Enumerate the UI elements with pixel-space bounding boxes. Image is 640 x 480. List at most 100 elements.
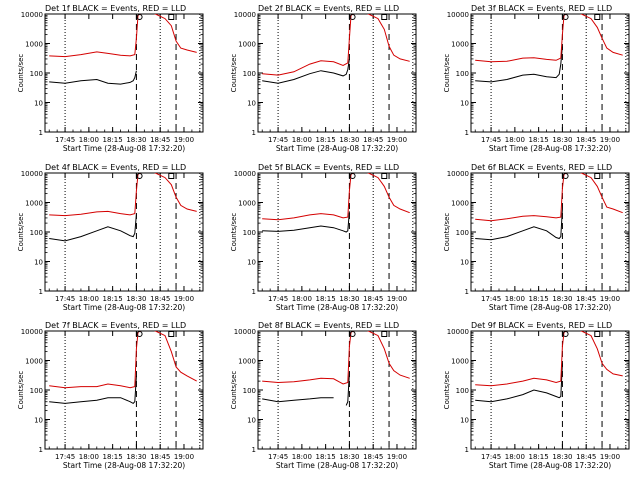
detector-panel: Det 6f BLACK = Events, RED = LLD 1 10 100 10…	[443, 163, 630, 312]
y-tick-label: 1000	[238, 41, 256, 49]
x-tick-label: 19:00	[387, 295, 407, 303]
y-axis-label: Counts/sec	[230, 54, 238, 93]
x-tick-label: 17:45	[268, 136, 288, 144]
lld-series-line	[262, 331, 410, 385]
y-tick-label: 1	[465, 129, 469, 137]
y-tick-label: 100	[30, 387, 43, 395]
lld-series-line	[475, 14, 623, 63]
y-tick-label: 10000	[447, 328, 469, 336]
y-axis-label: Counts/sec	[230, 213, 238, 252]
plot-frame	[257, 13, 417, 133]
y-tick-label: 1000	[451, 41, 469, 49]
x-tick-label: 18:15	[316, 453, 336, 461]
circle-marker	[562, 173, 569, 179]
square-marker	[594, 331, 601, 337]
x-tick-label: 19:00	[174, 295, 194, 303]
plot-frame	[470, 13, 630, 133]
y-tick-label: 10000	[447, 11, 469, 19]
plot-frame	[44, 13, 204, 133]
plot-frame	[44, 330, 204, 450]
x-tick-label: 18:45	[363, 453, 383, 461]
y-tick-label: 1	[252, 129, 256, 137]
square-marker	[168, 331, 175, 337]
y-axis-label: Counts/sec	[230, 371, 238, 410]
y-tick-label: 1000	[451, 200, 469, 208]
y-axis-label: Counts/sec	[17, 54, 25, 93]
y-tick-label: 10	[247, 100, 256, 108]
y-tick-label: 1	[39, 288, 43, 296]
y-tick-label: 10000	[21, 11, 43, 19]
square-marker	[381, 173, 388, 179]
x-tick-label: 19:00	[387, 136, 407, 144]
square-marker	[594, 173, 601, 179]
panel-title: Det 2f BLACK = Events, RED = LLD	[258, 4, 399, 13]
x-tick-label: 17:45	[268, 295, 288, 303]
y-tick-label: 100	[30, 70, 43, 78]
x-tick-label: 19:00	[600, 453, 620, 461]
x-axis-label: Start Time (28-Aug-08 17:32:20)	[489, 144, 611, 153]
x-tick-label: 17:45	[481, 136, 501, 144]
detector-panel: Det 5f BLACK = Events, RED = LLD 1 10 100 10…	[230, 163, 417, 312]
x-tick-label: 17:45	[55, 295, 75, 303]
circle-marker	[136, 331, 143, 337]
square-marker	[594, 14, 601, 20]
square-marker	[168, 14, 175, 20]
plot-frame	[257, 172, 417, 292]
x-tick-label: 18:30	[339, 136, 359, 144]
y-axis-label: Counts/sec	[443, 54, 451, 93]
y-axis-label: Counts/sec	[17, 371, 25, 410]
panel-title: Det 9f BLACK = Events, RED = LLD	[471, 321, 612, 330]
x-tick-label: 19:00	[174, 453, 194, 461]
circle-marker	[136, 14, 143, 20]
events-series-line	[262, 372, 350, 406]
x-tick-label: 17:45	[481, 453, 501, 461]
x-tick-label: 18:45	[363, 136, 383, 144]
x-tick-label: 19:00	[174, 136, 194, 144]
circle-marker	[562, 331, 569, 337]
x-tick-label: 17:45	[55, 453, 75, 461]
lld-series-line	[262, 14, 410, 76]
x-tick-label: 18:45	[150, 453, 170, 461]
y-tick-label: 10000	[21, 328, 43, 336]
circle-marker	[349, 331, 356, 337]
panel-title: Det 1f BLACK = Events, RED = LLD	[45, 4, 186, 13]
panel-title: Det 8f BLACK = Events, RED = LLD	[258, 321, 399, 330]
y-tick-label: 1	[465, 288, 469, 296]
x-tick-label: 18:00	[292, 295, 312, 303]
x-axis-label: Start Time (28-Aug-08 17:32:20)	[63, 144, 185, 153]
x-axis-label: Start Time (28-Aug-08 17:32:20)	[63, 461, 185, 470]
x-tick-label: 18:15	[103, 295, 123, 303]
x-tick-label: 19:00	[387, 453, 407, 461]
y-tick-label: 100	[243, 387, 256, 395]
y-tick-label: 10	[34, 100, 43, 108]
x-tick-label: 18:15	[529, 295, 549, 303]
x-axis-label: Start Time (28-Aug-08 17:32:20)	[276, 144, 398, 153]
x-axis-label: Start Time (28-Aug-08 17:32:20)	[276, 461, 398, 470]
x-tick-label: 18:15	[316, 295, 336, 303]
x-tick-label: 18:45	[576, 295, 596, 303]
lld-series-line	[475, 173, 623, 222]
y-tick-label: 10	[460, 259, 469, 267]
events-series-line	[262, 211, 350, 233]
x-tick-label: 17:45	[268, 453, 288, 461]
detector-panel: Det 3f BLACK = Events, RED = LLD 1 10 100 10…	[443, 4, 630, 153]
y-tick-label: 10000	[21, 170, 43, 178]
circle-marker	[349, 14, 356, 20]
panel-title: Det 7f BLACK = Events, RED = LLD	[45, 321, 186, 330]
y-tick-label: 10000	[447, 170, 469, 178]
y-tick-label: 100	[243, 229, 256, 237]
x-tick-label: 18:30	[552, 295, 572, 303]
y-axis-label: Counts/sec	[443, 371, 451, 410]
plot-frame	[470, 172, 630, 292]
y-tick-label: 1000	[238, 358, 256, 366]
y-tick-label: 1	[39, 129, 43, 137]
y-tick-label: 10	[460, 100, 469, 108]
y-tick-label: 1	[39, 446, 43, 454]
detector-panel: Det 1f BLACK = Events, RED = LLD 1 10 100 10…	[17, 4, 204, 153]
y-tick-label: 1000	[25, 41, 43, 49]
x-tick-label: 18:15	[529, 453, 549, 461]
y-tick-label: 10000	[234, 328, 256, 336]
x-tick-label: 18:00	[505, 453, 525, 461]
y-tick-label: 10000	[234, 170, 256, 178]
x-tick-label: 18:15	[316, 136, 336, 144]
